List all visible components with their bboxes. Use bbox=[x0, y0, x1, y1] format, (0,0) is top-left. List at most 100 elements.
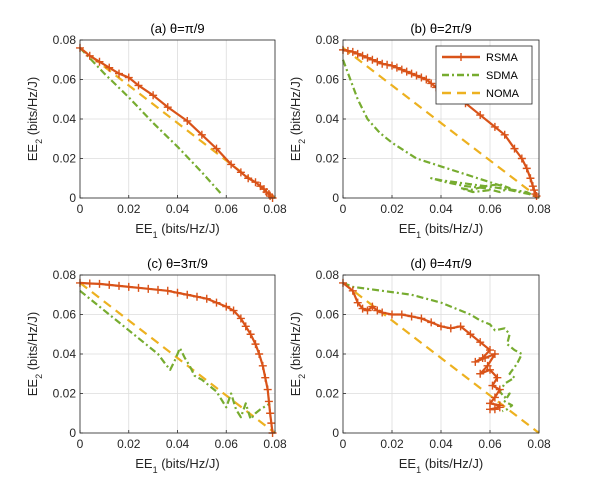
rsma-marker bbox=[154, 285, 162, 294]
noma-line bbox=[79, 47, 276, 199]
rsma-marker bbox=[378, 59, 387, 68]
rsma-marker bbox=[476, 111, 485, 120]
rsma-marker bbox=[163, 286, 172, 295]
rsma-marker bbox=[261, 373, 270, 382]
panel-title: (a) θ=π/9 bbox=[150, 21, 204, 36]
y-tick-label: 0 bbox=[332, 426, 339, 440]
rsma-marker bbox=[488, 381, 497, 390]
rsma-marker bbox=[229, 306, 238, 315]
rsma-marker bbox=[348, 286, 357, 295]
rsma-marker bbox=[446, 324, 455, 333]
y-tick-label: 0.02 bbox=[316, 387, 340, 401]
rsma-marker bbox=[486, 346, 494, 355]
rsma-marker bbox=[373, 306, 382, 315]
rsma-marker bbox=[358, 304, 367, 313]
legend-label-rsma: RSMA bbox=[486, 52, 518, 64]
rsma-marker bbox=[363, 53, 372, 62]
rsma-marker bbox=[85, 51, 94, 60]
rsma-marker bbox=[495, 403, 504, 412]
rsma-marker bbox=[149, 91, 158, 100]
axes-frame bbox=[342, 274, 540, 434]
y-axis-label: EE2 (bits/Hz/J) bbox=[288, 77, 307, 161]
x-tick-label: 0.06 bbox=[215, 202, 239, 216]
rsma-marker bbox=[402, 67, 411, 76]
rsma-marker bbox=[407, 69, 416, 78]
noma-line bbox=[342, 47, 540, 199]
noma-line bbox=[342, 282, 540, 434]
rsma-marker bbox=[163, 103, 172, 112]
x-tick-label: 0.02 bbox=[117, 202, 141, 216]
rsma-marker bbox=[466, 330, 475, 339]
rsma-marker bbox=[437, 322, 445, 331]
y-tick-label: 0.04 bbox=[53, 347, 77, 361]
rsma-marker bbox=[258, 361, 267, 370]
legend-marker-rsma bbox=[457, 53, 465, 61]
x-tick-label: 0 bbox=[340, 437, 347, 451]
y-tick-label: 0 bbox=[69, 426, 76, 440]
rsma-marker bbox=[348, 47, 357, 56]
rsma-marker bbox=[353, 49, 362, 58]
rsma-marker bbox=[476, 338, 485, 347]
x-tick-label: 0.08 bbox=[263, 437, 287, 451]
rsma-marker bbox=[246, 330, 255, 339]
rsma-marker bbox=[85, 279, 94, 288]
rsma-marker bbox=[95, 57, 104, 66]
rsma-marker bbox=[500, 130, 509, 139]
rsma-marker bbox=[392, 63, 401, 72]
y-tick-label: 0.04 bbox=[53, 112, 77, 126]
rsma-marker bbox=[397, 310, 406, 319]
rsma-marker bbox=[481, 353, 490, 362]
rsma-marker bbox=[251, 340, 260, 349]
y-tick-label: 0.04 bbox=[316, 112, 340, 126]
y-tick-label: 0.08 bbox=[53, 33, 77, 47]
panel-3: 0 0.02 0.04 0.06 0.08 0 0.02 0.04 0.06 0.08 (c) θ=… bbox=[25, 256, 287, 475]
x-axis-label: EE1 (bits/Hz/J) bbox=[399, 221, 483, 240]
x-axis-label: EE1 (bits/Hz/J) bbox=[399, 456, 483, 475]
sdma-line bbox=[342, 281, 523, 413]
rsma-marker bbox=[486, 405, 494, 414]
y-tick-label: 0 bbox=[69, 191, 76, 205]
rsma-marker bbox=[227, 160, 236, 169]
rsma-marker bbox=[222, 302, 231, 311]
rsma-marker bbox=[388, 310, 396, 319]
x-tick-label: 0 bbox=[77, 437, 84, 451]
rsma-marker bbox=[236, 314, 245, 323]
rsma-marker bbox=[241, 322, 250, 331]
rsma-marker bbox=[115, 281, 123, 290]
rsma-marker bbox=[517, 154, 526, 163]
rsma-marker bbox=[397, 65, 406, 74]
panel-4: 0 0.02 0.04 0.06 0.08 0 0.02 0.04 0.06 0.08 (d) θ=… bbox=[288, 256, 551, 475]
rsma-marker bbox=[368, 302, 377, 311]
rsma-marker bbox=[490, 393, 499, 402]
rsma-marker bbox=[417, 73, 426, 82]
rsma-marker bbox=[212, 298, 221, 307]
rsma-marker bbox=[105, 63, 114, 72]
panel-2: 0 0.02 0.04 0.06 0.08 0 0.02 0.04 0.06 0.08 (b) θ=… bbox=[288, 21, 551, 240]
rsma-marker bbox=[358, 51, 367, 60]
axes-frame bbox=[79, 39, 276, 199]
x-tick-label: 0.08 bbox=[527, 437, 551, 451]
rsma-marker bbox=[267, 419, 276, 428]
rsma-marker bbox=[368, 55, 377, 64]
rsma-marker bbox=[471, 357, 480, 366]
x-tick-label: 0.08 bbox=[263, 202, 287, 216]
y-tick-label: 0.02 bbox=[316, 152, 340, 166]
rsma-marker bbox=[422, 75, 431, 84]
rsma-marker bbox=[343, 46, 352, 55]
x-axis-label: EE1 (bits/Hz/J) bbox=[135, 221, 219, 240]
rsma-marker bbox=[236, 168, 245, 177]
rsma-marker bbox=[378, 308, 387, 317]
rsma-marker bbox=[144, 284, 153, 293]
rsma-marker bbox=[490, 122, 499, 131]
rsma-marker bbox=[417, 314, 426, 323]
rsma-marker bbox=[183, 116, 192, 125]
y-tick-label: 0.08 bbox=[316, 33, 340, 47]
rsma-marker bbox=[251, 178, 260, 187]
rsma-marker bbox=[263, 385, 272, 394]
rsma-line bbox=[342, 48, 538, 197]
y-tick-label: 0.06 bbox=[53, 308, 77, 322]
rsma-marker bbox=[486, 365, 494, 374]
y-tick-label: 0.06 bbox=[316, 73, 340, 87]
rsma-marker bbox=[183, 290, 192, 299]
